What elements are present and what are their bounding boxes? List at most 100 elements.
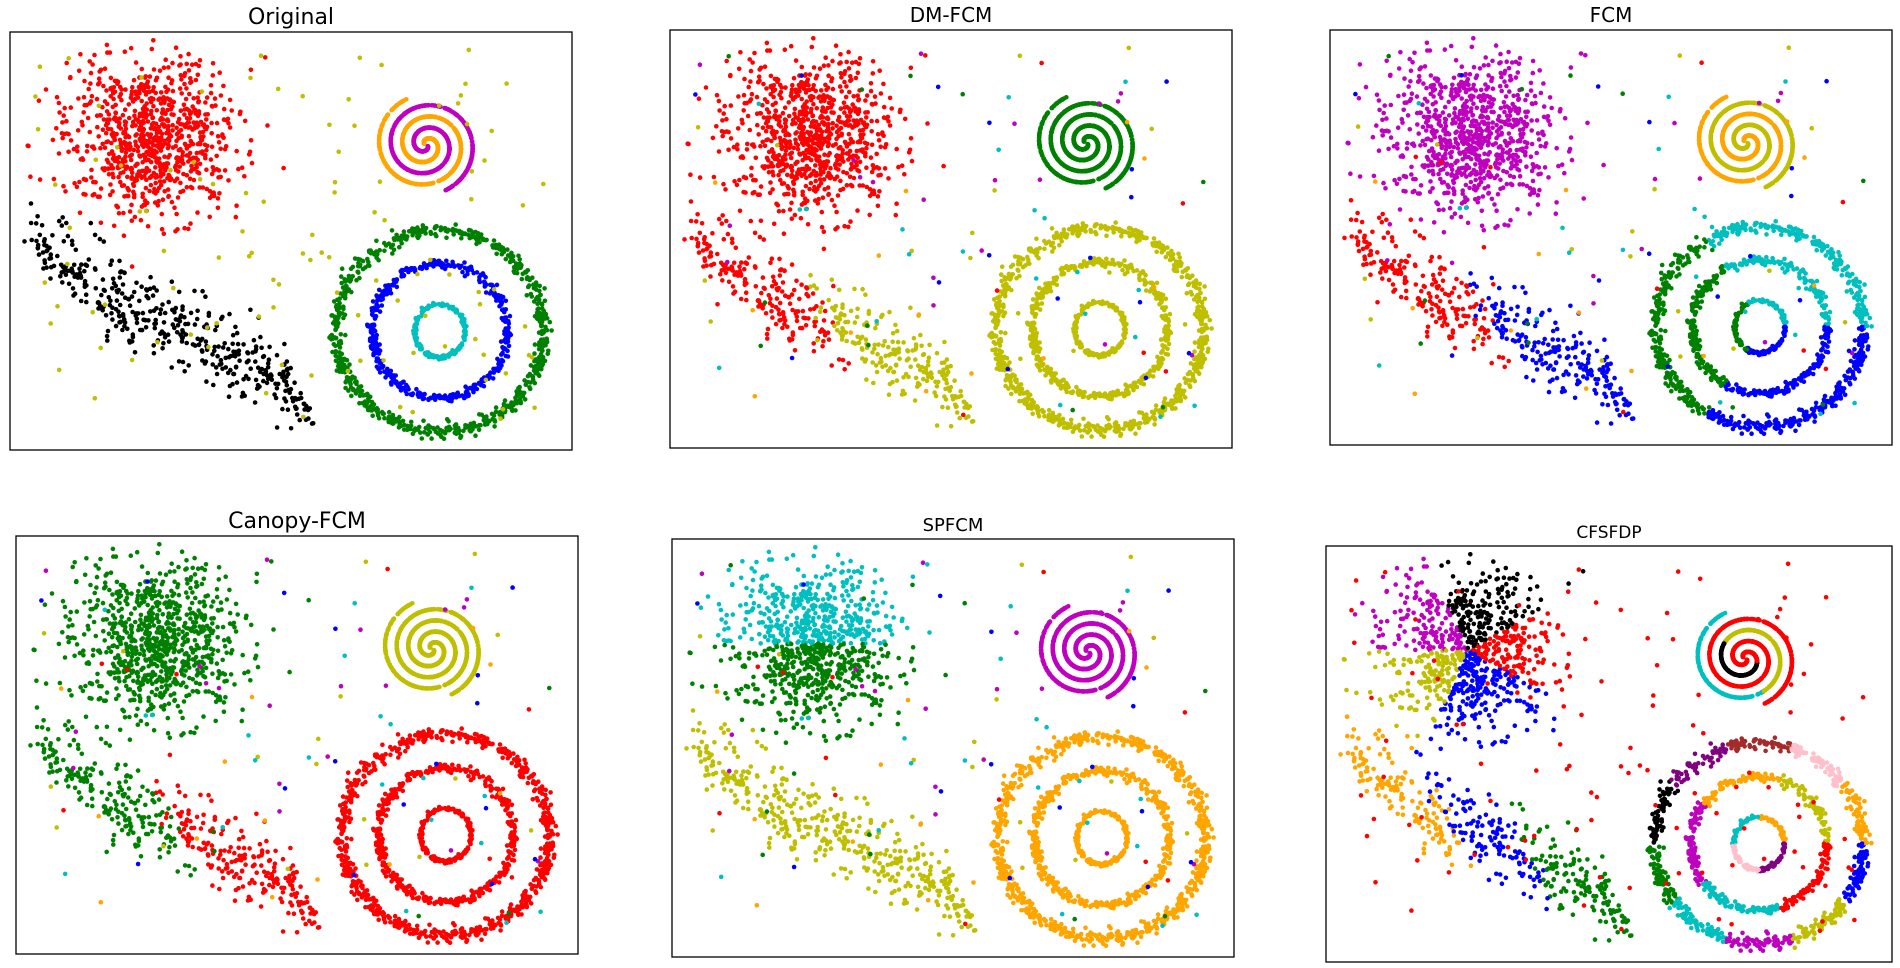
data-point bbox=[491, 287, 497, 292]
data-point bbox=[162, 124, 167, 129]
data-point bbox=[435, 145, 441, 150]
data-point bbox=[211, 382, 216, 388]
data-point bbox=[113, 323, 119, 329]
data-point bbox=[414, 117, 419, 122]
data-point bbox=[155, 138, 161, 144]
data-point bbox=[446, 153, 451, 158]
data-point bbox=[332, 179, 338, 185]
data-point bbox=[881, 104, 887, 110]
data-point bbox=[458, 146, 464, 152]
data-point bbox=[159, 211, 165, 217]
data-point bbox=[446, 424, 452, 430]
data-point bbox=[149, 126, 155, 131]
data-point bbox=[78, 273, 84, 279]
data-point bbox=[397, 244, 402, 250]
data-point bbox=[826, 100, 832, 106]
data-point bbox=[105, 166, 111, 171]
data-point bbox=[258, 334, 263, 340]
data-point bbox=[442, 430, 448, 436]
data-point bbox=[227, 97, 233, 103]
data-point bbox=[463, 425, 468, 431]
data-point bbox=[774, 201, 779, 207]
data-point bbox=[104, 109, 110, 114]
data-point bbox=[75, 128, 81, 133]
data-point bbox=[326, 254, 332, 260]
data-point bbox=[149, 96, 155, 102]
data-point bbox=[881, 133, 886, 138]
data-point bbox=[129, 264, 135, 269]
data-point bbox=[190, 342, 196, 347]
data-point bbox=[178, 313, 184, 318]
data-point bbox=[399, 380, 405, 386]
data-point bbox=[114, 203, 119, 209]
data-point bbox=[803, 154, 808, 159]
data-point bbox=[830, 58, 835, 64]
data-point bbox=[453, 310, 459, 315]
data-point bbox=[823, 82, 828, 88]
data-point bbox=[215, 353, 220, 359]
data-point bbox=[33, 94, 38, 99]
data-point bbox=[37, 64, 43, 69]
data-point bbox=[820, 115, 826, 120]
data-point bbox=[89, 175, 94, 180]
data-point bbox=[234, 330, 240, 336]
data-point bbox=[157, 68, 163, 73]
data-point bbox=[155, 128, 160, 134]
data-point bbox=[798, 121, 804, 126]
data-point bbox=[75, 144, 80, 149]
data-point bbox=[133, 60, 139, 65]
data-point bbox=[364, 404, 370, 410]
data-point bbox=[169, 365, 174, 370]
data-point bbox=[122, 119, 128, 124]
data-point bbox=[342, 292, 348, 298]
data-point bbox=[853, 75, 859, 81]
data-point bbox=[81, 94, 87, 100]
data-point bbox=[414, 181, 419, 187]
data-point bbox=[894, 146, 899, 152]
data-point bbox=[851, 94, 856, 99]
data-point bbox=[338, 341, 344, 346]
data-point bbox=[870, 163, 876, 168]
data-point bbox=[151, 67, 157, 72]
data-point bbox=[160, 117, 166, 122]
data-point bbox=[209, 120, 214, 126]
data-point bbox=[388, 168, 393, 173]
data-point bbox=[234, 380, 240, 385]
data-point bbox=[165, 161, 171, 166]
data-point bbox=[246, 253, 252, 259]
data-point bbox=[39, 223, 45, 228]
data-point bbox=[153, 165, 158, 170]
data-point bbox=[113, 306, 119, 312]
data-point bbox=[218, 93, 224, 98]
data-point bbox=[833, 43, 839, 48]
data-point bbox=[414, 146, 419, 151]
data-point bbox=[528, 380, 533, 385]
data-point bbox=[781, 208, 786, 214]
data-point bbox=[192, 107, 198, 113]
data-point bbox=[428, 114, 434, 119]
panel-title: Original bbox=[248, 5, 334, 30]
data-point bbox=[105, 328, 111, 334]
data-point bbox=[844, 183, 850, 188]
data-point bbox=[410, 431, 416, 437]
data-point bbox=[450, 304, 456, 310]
data-point bbox=[458, 151, 464, 156]
data-point bbox=[813, 75, 819, 81]
data-point bbox=[122, 130, 128, 135]
data-point bbox=[233, 324, 238, 330]
data-point bbox=[878, 144, 883, 150]
data-point bbox=[66, 149, 71, 155]
data-point bbox=[341, 306, 346, 312]
data-point bbox=[484, 414, 489, 419]
data-point bbox=[166, 193, 172, 199]
data-point bbox=[210, 165, 216, 170]
data-point bbox=[881, 81, 886, 87]
data-point bbox=[61, 269, 66, 274]
data-point bbox=[143, 74, 148, 79]
data-point bbox=[217, 362, 223, 367]
data-point bbox=[121, 210, 126, 216]
data-point bbox=[329, 332, 335, 338]
data-point bbox=[284, 367, 290, 372]
data-point bbox=[453, 222, 459, 227]
data-point bbox=[116, 211, 122, 216]
